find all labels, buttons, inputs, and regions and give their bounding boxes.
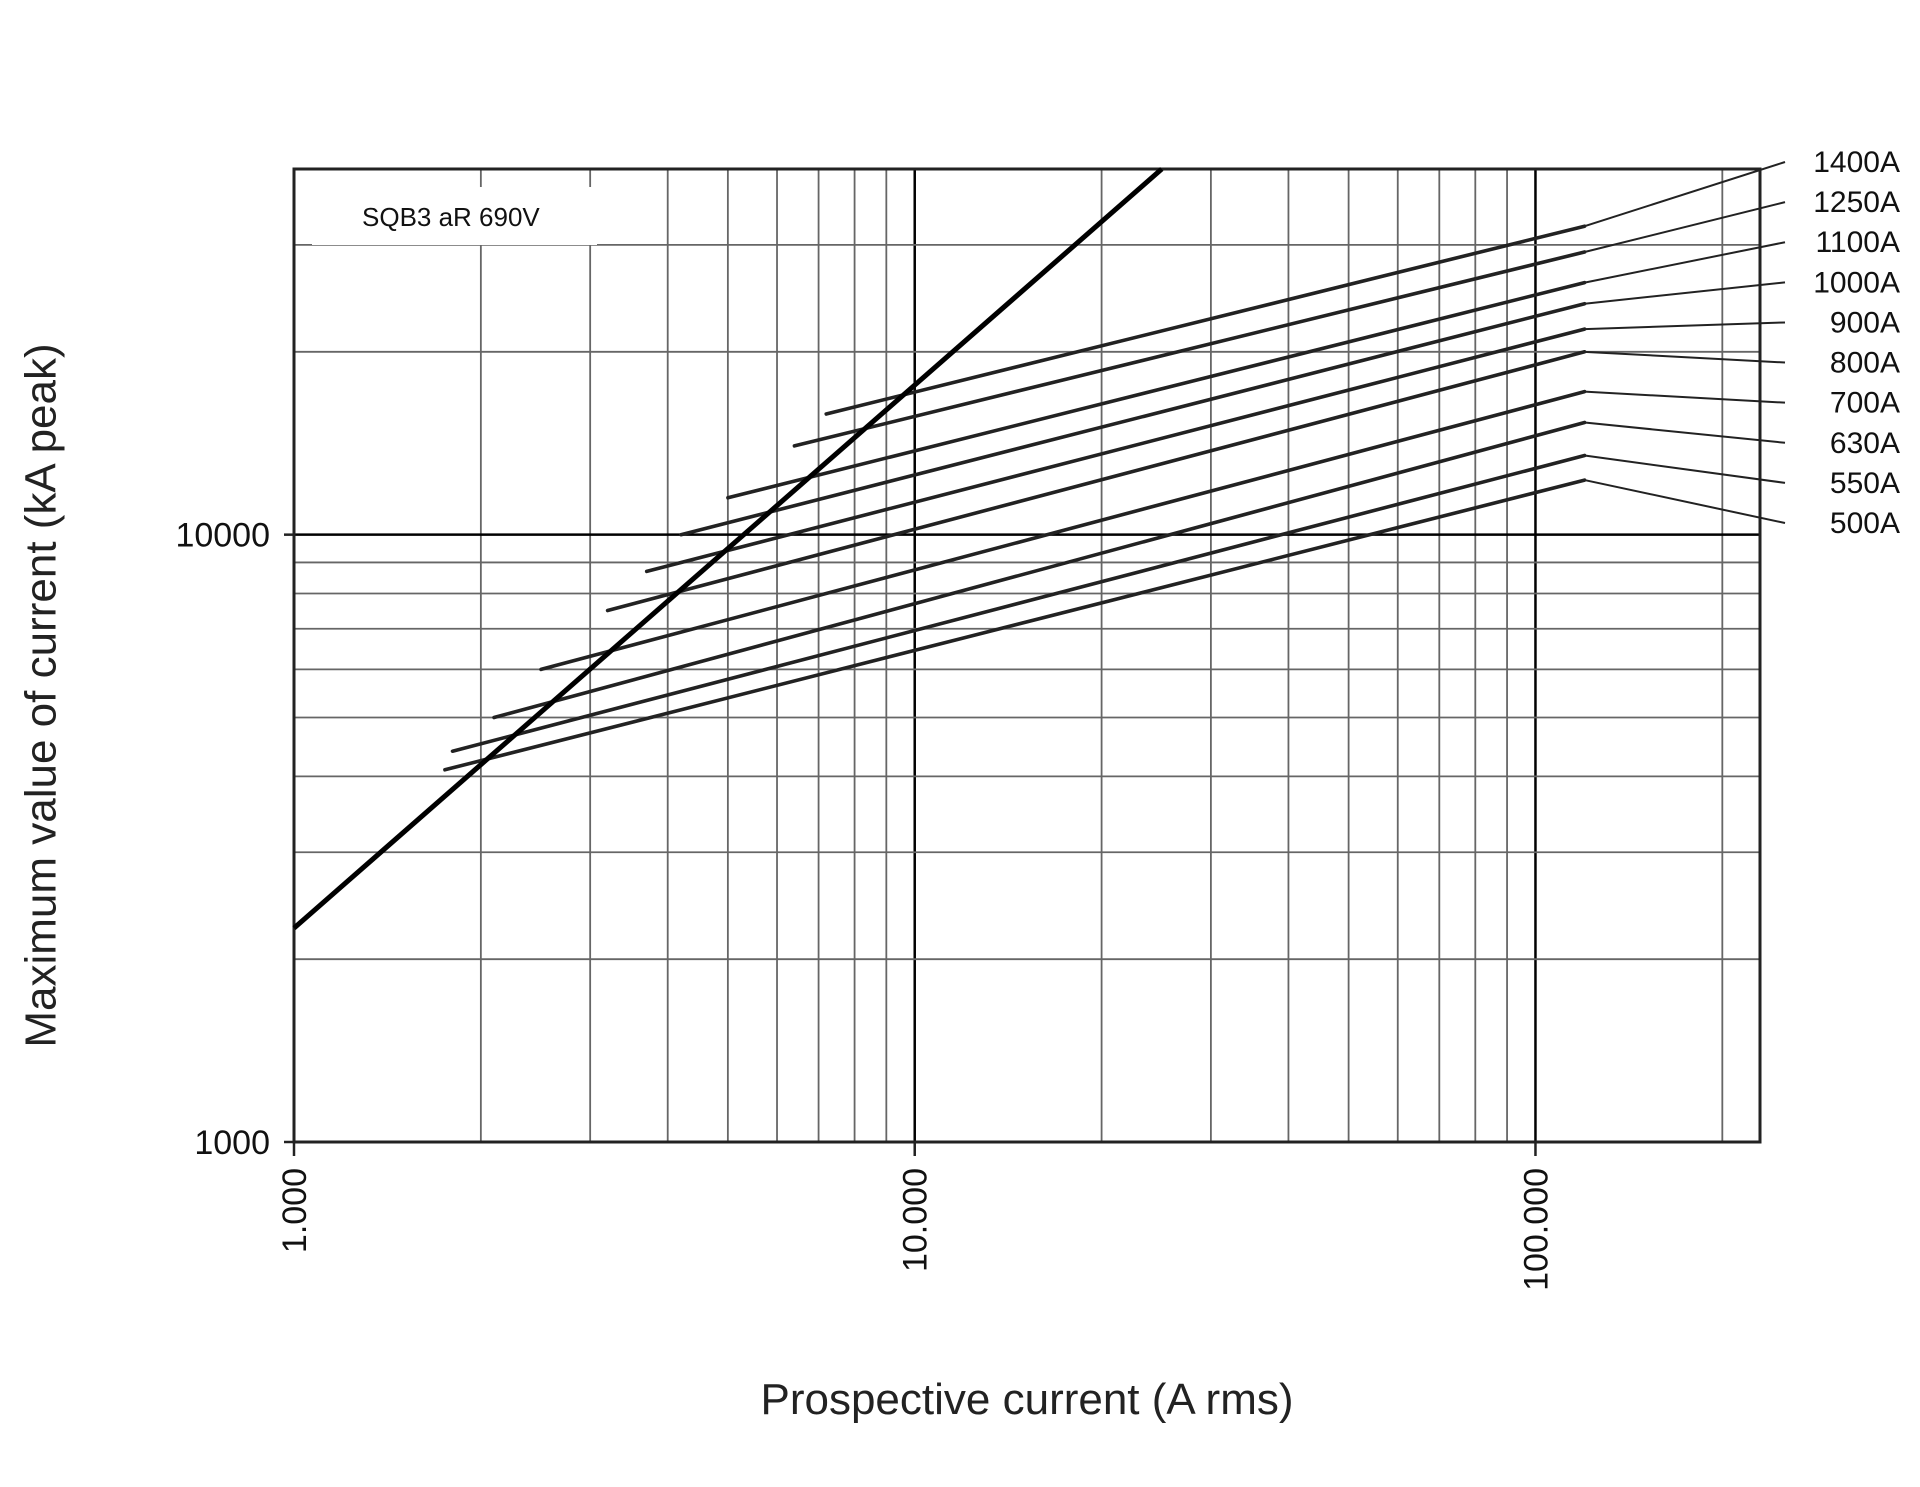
- grid: [292, 168, 1760, 1144]
- x-axis-ticks: 1.000 10.000 100.000: [276, 1142, 1555, 1291]
- leader-line-1400A: [1584, 161, 1786, 228]
- series-label-550A: 550A: [1830, 467, 1900, 500]
- series-line-800A: [605, 350, 1587, 613]
- plot-border: [292, 167, 1762, 1144]
- y-axis-ticks: 1000 10000: [175, 517, 294, 1162]
- series-layer: [443, 224, 1587, 772]
- leader-line-550A: [1584, 454, 1786, 484]
- series-label-1000A: 1000A: [1813, 266, 1900, 299]
- x-tick-label: 10.000: [897, 1168, 935, 1272]
- series-label-500A: 500A: [1830, 507, 1900, 540]
- x-tick-label: 100.000: [1517, 1168, 1555, 1291]
- y-tick-label: 10000: [175, 517, 270, 555]
- series-line-900A: [644, 327, 1587, 574]
- plot-frame: [292, 167, 1762, 1144]
- series-label-1400A: 1400A: [1813, 146, 1900, 179]
- x-tick-label: 1.000: [276, 1168, 314, 1253]
- leader-line-1000A: [1584, 281, 1786, 305]
- leader-line-500A: [1584, 479, 1786, 524]
- leader-line-700A: [1584, 390, 1786, 404]
- series-label-1100A: 1100A: [1815, 226, 1900, 259]
- annotation-text: SQB3 aR 690V: [362, 202, 540, 232]
- series-line-550A: [450, 453, 1587, 753]
- max-current-line: [292, 167, 1164, 930]
- series-line-700A: [539, 389, 1587, 672]
- leader-line-900A: [1584, 321, 1786, 331]
- leader-line-1100A: [1584, 241, 1786, 284]
- leader-line-1250A: [1584, 201, 1786, 253]
- series-line-1400A: [824, 224, 1587, 416]
- max-line-layer: [292, 167, 1164, 930]
- series-label-900A: 900A: [1830, 306, 1900, 339]
- series-line-630A: [492, 420, 1587, 720]
- series-label-700A: 700A: [1830, 387, 1900, 420]
- leader-line-800A: [1584, 350, 1786, 364]
- y-tick-label: 1000: [194, 1124, 270, 1162]
- leader-line-630A: [1584, 421, 1786, 444]
- series-line-1000A: [679, 301, 1587, 537]
- leader-lines: [1584, 161, 1786, 524]
- y-axis-title: Maximum value of current (kA peak): [16, 343, 65, 1047]
- series-labels: 1400A 1250A 1100A 1000A 900A 800A 700A 630A 550A…: [1813, 146, 1900, 540]
- series-label-800A: 800A: [1830, 347, 1900, 380]
- series-line-500A: [443, 478, 1587, 772]
- series-line-1100A: [726, 280, 1587, 500]
- series-line-1250A: [792, 250, 1587, 448]
- annotation-box: SQB3 aR 690V: [312, 187, 597, 245]
- series-label-1250A: 1250A: [1813, 186, 1900, 219]
- series-label-630A: 630A: [1830, 427, 1900, 460]
- x-axis-title: Prospective current (A rms): [760, 1375, 1293, 1424]
- annotation-background: [312, 187, 597, 245]
